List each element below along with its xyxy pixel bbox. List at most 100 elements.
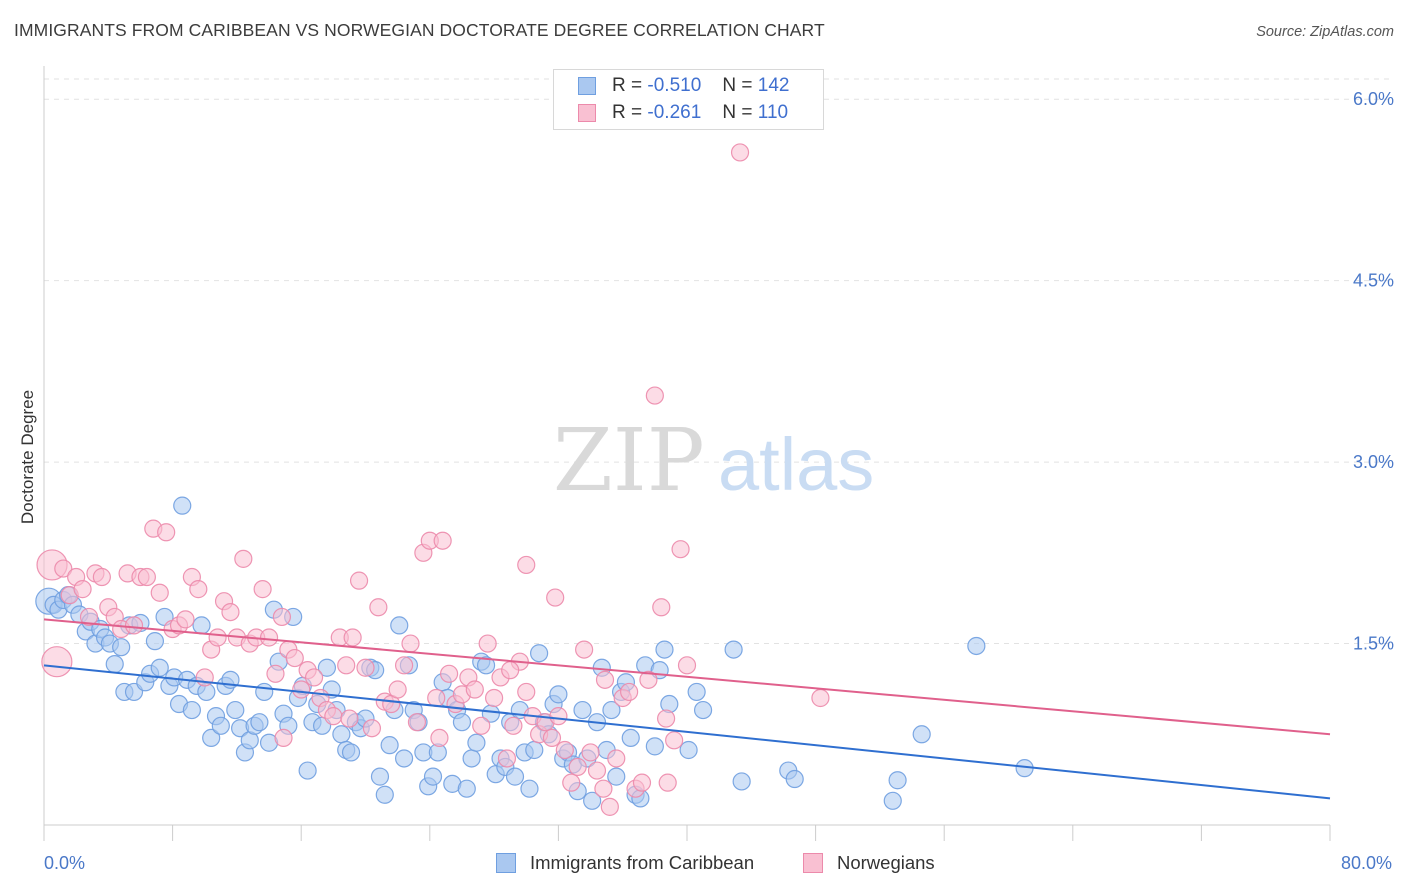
point-caribbean xyxy=(211,716,230,735)
legend-n-label: N = xyxy=(722,75,753,96)
point-caribbean xyxy=(394,749,414,768)
point-norwegians xyxy=(465,680,484,699)
point-norwegians xyxy=(150,583,169,602)
point-norwegians xyxy=(430,728,449,748)
tick-label-layer: 1.5% 3.0% 4.5% 6.0% 0.0% 80.0% xyxy=(44,89,1394,873)
legend-r-label: R = xyxy=(612,102,643,123)
trend-layer xyxy=(43,618,1331,800)
point-norwegians xyxy=(343,628,362,647)
point-caribbean xyxy=(883,791,902,810)
bottom-legend-label-norwegians: Norwegians xyxy=(837,852,935,873)
point-norwegians xyxy=(369,598,388,617)
point-norwegians xyxy=(234,549,253,568)
point-caribbean xyxy=(112,638,131,657)
point-norwegians xyxy=(208,628,227,647)
legend-r-label: R = xyxy=(612,75,643,96)
point-caribbean xyxy=(607,767,626,786)
point-caribbean xyxy=(462,749,481,768)
trend-line-caribbean xyxy=(43,664,1331,800)
point-norwegians xyxy=(253,580,272,599)
point-caribbean xyxy=(370,767,390,786)
point-caribbean xyxy=(457,779,476,798)
chart-title: IMMIGRANTS FROM CARIBBEAN VS NORWEGIAN D… xyxy=(14,20,825,40)
legend-r-value: -0.261 xyxy=(647,102,702,123)
point-norwegians xyxy=(677,656,697,675)
point-norwegians xyxy=(657,709,676,728)
points-layer xyxy=(35,143,1034,816)
point-norwegians xyxy=(272,607,292,627)
point-norwegians xyxy=(259,628,279,647)
point-caribbean xyxy=(645,737,664,756)
point-norwegians xyxy=(811,688,830,708)
point-norwegians xyxy=(356,658,375,677)
point-norwegians xyxy=(407,713,427,732)
point-caribbean xyxy=(182,700,201,720)
axis-layer xyxy=(43,66,1331,841)
point-norwegians xyxy=(730,143,750,162)
point-caribbean xyxy=(423,767,443,786)
point-caribbean xyxy=(525,740,544,760)
point-caribbean xyxy=(317,658,337,677)
point-norwegians xyxy=(517,555,536,575)
point-norwegians xyxy=(497,749,517,768)
point-caribbean xyxy=(332,725,351,744)
point-norwegians xyxy=(189,580,208,599)
point-caribbean xyxy=(145,632,165,651)
y-tick-label: 1.5% xyxy=(1353,634,1394,654)
legend-swatch-caribbean xyxy=(578,77,596,95)
point-caribbean xyxy=(226,700,245,720)
legend-swatch-norwegians xyxy=(578,104,596,122)
point-norwegians xyxy=(176,610,195,629)
point-caribbean xyxy=(888,771,907,790)
point-caribbean xyxy=(375,785,394,804)
point-caribbean xyxy=(693,700,713,720)
point-caribbean xyxy=(732,772,751,791)
stats-legend: R = -0.510 N = 142 R = -0.261 N = 110 xyxy=(553,69,824,130)
legend-n-value: 142 xyxy=(757,75,790,96)
point-norwegians xyxy=(92,567,111,587)
legend-n-value: 110 xyxy=(757,102,789,123)
point-norwegians xyxy=(274,728,293,748)
point-norwegians xyxy=(340,709,359,728)
point-norwegians xyxy=(665,731,684,750)
y-tick-label: 6.0% xyxy=(1353,89,1394,109)
point-caribbean xyxy=(105,655,124,674)
point-norwegians xyxy=(600,797,619,816)
point-caribbean xyxy=(452,713,472,732)
point-norwegians xyxy=(137,567,156,587)
point-norwegians xyxy=(587,761,607,780)
point-caribbean xyxy=(687,682,706,702)
point-norwegians xyxy=(324,707,343,726)
point-norwegians xyxy=(517,682,536,702)
point-norwegians xyxy=(401,634,420,653)
x-tick-label-max: 80.0% xyxy=(1341,853,1392,873)
bottom-legend-swatch-caribbean xyxy=(496,853,516,873)
y-tick-label: 3.0% xyxy=(1353,452,1394,472)
point-norwegians xyxy=(594,779,613,798)
source-credit: Source: ZipAtlas.com xyxy=(1256,24,1394,40)
point-caribbean xyxy=(192,616,211,635)
point-norwegians xyxy=(285,648,304,668)
watermark-atlas: atlas xyxy=(718,423,874,506)
point-caribbean xyxy=(298,761,317,780)
point-norwegians xyxy=(568,757,587,777)
point-caribbean xyxy=(621,728,640,748)
point-caribbean xyxy=(912,725,931,744)
point-norwegians xyxy=(632,773,652,792)
point-norwegians xyxy=(595,670,615,689)
bottom-legend-label-caribbean: Immigrants from Caribbean xyxy=(530,852,755,873)
point-caribbean xyxy=(255,682,274,702)
point-norwegians xyxy=(546,588,565,607)
point-caribbean xyxy=(505,767,525,786)
point-norwegians xyxy=(304,668,324,687)
point-norwegians xyxy=(439,664,459,683)
point-caribbean xyxy=(390,616,409,635)
point-norwegians xyxy=(478,634,497,653)
point-norwegians xyxy=(671,540,690,559)
point-norwegians xyxy=(555,740,574,760)
point-norwegians xyxy=(427,688,446,708)
legend-n-label: N = xyxy=(722,102,753,123)
point-norwegians xyxy=(652,598,671,617)
point-norwegians xyxy=(549,707,568,726)
watermark: ZIP atlas xyxy=(553,411,874,511)
